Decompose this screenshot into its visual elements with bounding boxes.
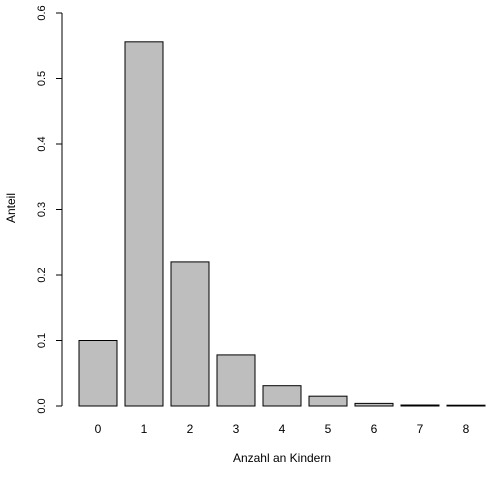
x-tick-label: 1 bbox=[141, 422, 148, 436]
x-tick-label: 7 bbox=[417, 422, 424, 436]
bar-2 bbox=[170, 261, 210, 407]
bar-4 bbox=[262, 385, 302, 407]
x-tick-label: 5 bbox=[325, 422, 332, 436]
y-tick-label: 0.1 bbox=[36, 333, 48, 348]
bar-1 bbox=[124, 41, 164, 407]
x-tick-label: 0 bbox=[95, 422, 102, 436]
x-axis-label: Anzahl an Kindern bbox=[233, 451, 331, 465]
x-tick-label: 6 bbox=[371, 422, 378, 436]
bar-0 bbox=[78, 340, 118, 407]
bar-7 bbox=[400, 404, 440, 407]
bar-6 bbox=[354, 402, 394, 407]
y-tick-label: 0.4 bbox=[36, 136, 48, 151]
bars bbox=[78, 41, 486, 407]
x-tick-label: 2 bbox=[187, 422, 194, 436]
y-tick-label: 0.2 bbox=[36, 267, 48, 282]
y-tick-label: 0.3 bbox=[36, 202, 48, 217]
bar-5 bbox=[308, 395, 348, 407]
y-axis: 0.0 0.1 0.2 0.3 0.4 0.5 0.6 bbox=[36, 5, 63, 414]
bar-3 bbox=[216, 354, 256, 407]
y-axis-label: Anteil bbox=[4, 193, 18, 223]
x-tick-label: 8 bbox=[463, 422, 470, 436]
x-tick-label: 3 bbox=[233, 422, 240, 436]
y-tick-label: 0.6 bbox=[36, 5, 48, 20]
bar-8 bbox=[446, 404, 486, 407]
y-tick-label: 0.5 bbox=[36, 71, 48, 86]
x-tick-labels: 0 1 2 3 4 5 6 7 8 bbox=[95, 422, 470, 436]
y-tick-label: 0.0 bbox=[36, 398, 48, 413]
x-tick-label: 4 bbox=[279, 422, 286, 436]
